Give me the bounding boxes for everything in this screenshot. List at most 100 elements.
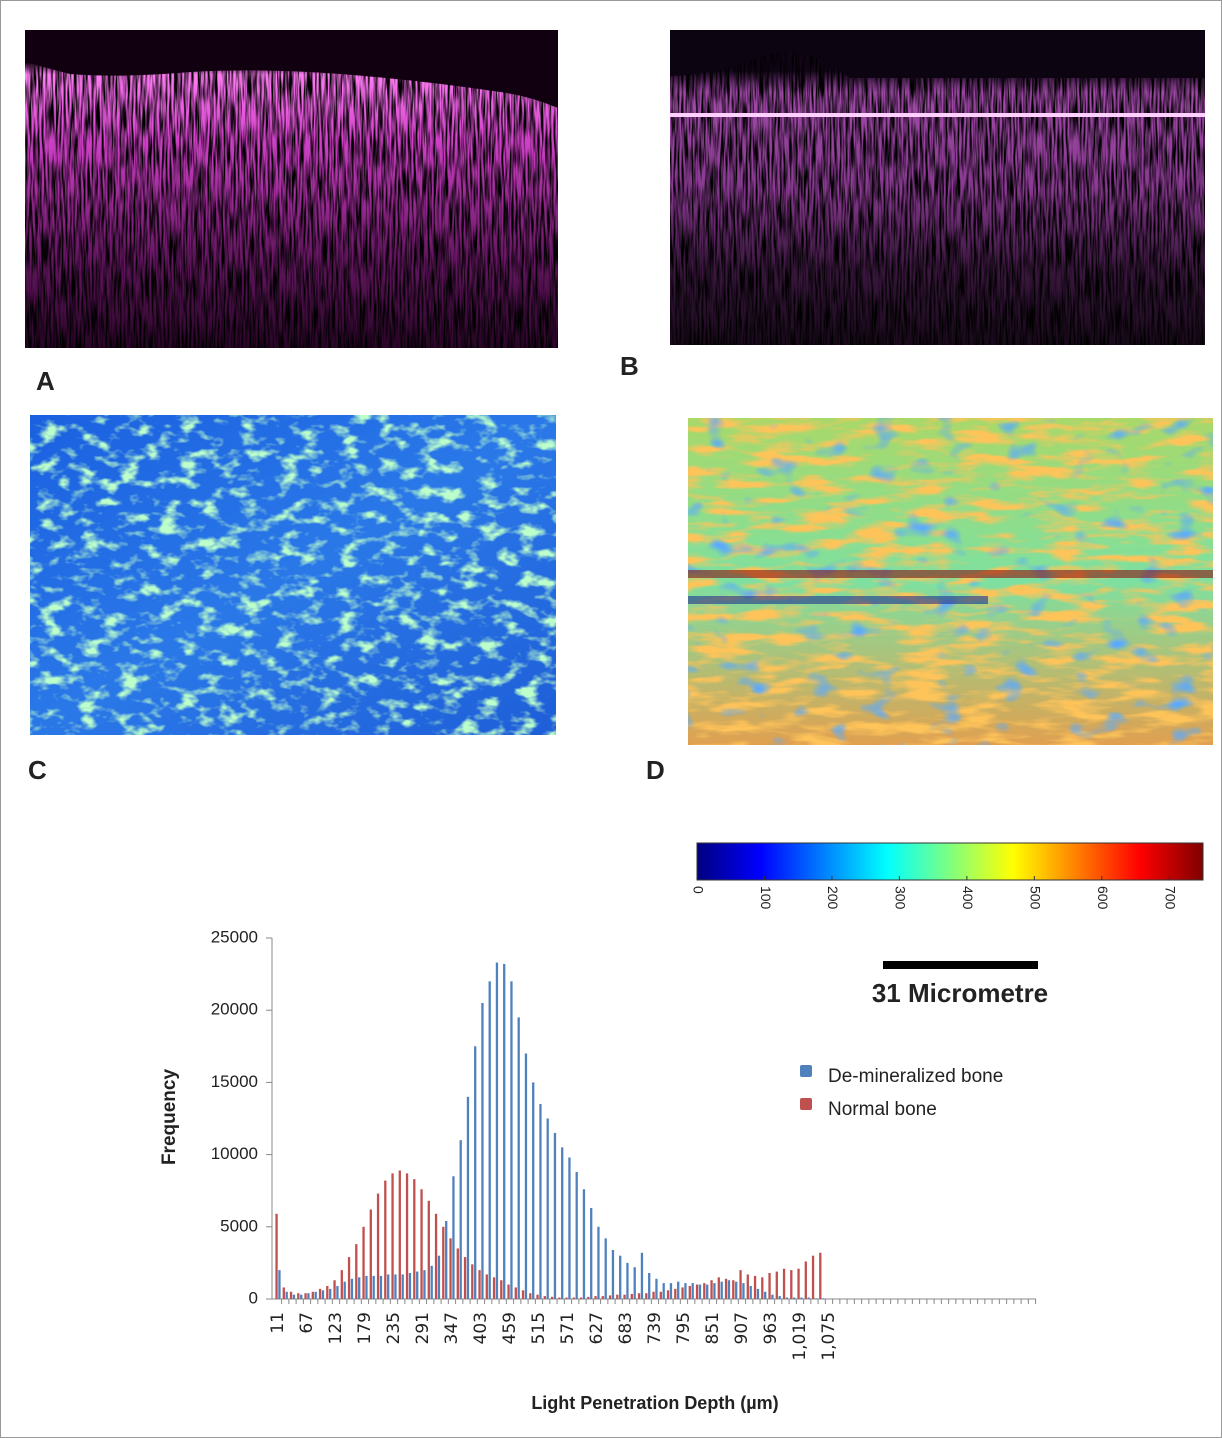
bar [572,1297,575,1299]
bar [669,1283,673,1299]
bar [739,1270,742,1299]
bar [384,1180,387,1299]
colorbar-tick-label: 500 [1028,886,1044,910]
bar [297,1293,300,1299]
legend-label: Normal bone [828,1099,937,1120]
x-axis-title: Light Penetration Depth (µm) [531,1393,778,1413]
colorbar-tick-label: 700 [1163,886,1179,910]
bar [500,1280,503,1299]
bar [445,1221,448,1299]
bar [474,1046,477,1299]
bar [732,1280,735,1299]
bar [640,1252,644,1299]
bar [347,1257,351,1299]
bar [550,1296,554,1299]
bar [517,1017,520,1299]
bar [608,1295,612,1299]
bar [376,1193,380,1299]
bar [394,1274,397,1299]
x-tick-label: 179 [355,1312,375,1344]
x-tick-label: 291 [413,1312,433,1344]
bar [524,1053,528,1299]
bar [582,1189,586,1299]
colorbar [696,842,1204,881]
bar [492,1277,496,1299]
bar [775,1271,778,1299]
bar [529,1293,532,1299]
bar [684,1283,687,1299]
bar [416,1271,419,1299]
x-tick-label: 67 [297,1312,317,1334]
x-tick-label: 851 [703,1312,723,1344]
bar [616,1294,619,1299]
bar [369,1209,372,1299]
bar [326,1286,329,1299]
panel-label: B [620,351,639,381]
bar [691,1283,694,1299]
bar [790,1270,793,1299]
x-tick-label: 739 [645,1312,665,1344]
bar [466,1096,470,1299]
bar [427,1200,430,1299]
bar [666,1290,670,1299]
x-tick-label: 571 [558,1312,578,1344]
bar [285,1291,288,1299]
bar [703,1283,706,1299]
bar [662,1283,665,1299]
bar [771,1294,774,1299]
bar [459,1140,462,1299]
bar [546,1118,549,1299]
bar [543,1296,546,1299]
bar [329,1288,332,1299]
bar [536,1294,539,1299]
legend-label: De-mineralized bone [828,1066,1003,1087]
bar [822,1298,825,1299]
panel-label: D [646,755,665,785]
colorbar-tick-label: 400 [960,886,976,910]
bar [405,1173,409,1299]
x-tick-label: 1,075 [819,1312,839,1361]
colorbar-tick-label: 0 [690,886,706,894]
bar [442,1226,445,1299]
bar [350,1278,354,1299]
image-d [688,418,1213,745]
bar [553,1132,557,1299]
bar [391,1173,394,1299]
bar [706,1284,709,1299]
x-tick-label: 403 [471,1312,491,1344]
bar [778,1296,781,1299]
bar [565,1297,568,1299]
image-b [670,30,1205,345]
x-tick-label: 907 [732,1312,752,1344]
bar [735,1281,738,1299]
bar [590,1208,593,1299]
y-tick-label: 0 [249,1288,258,1307]
bar [568,1157,571,1299]
bar [401,1274,404,1299]
bar [698,1284,702,1299]
bar [804,1261,807,1299]
bar [681,1287,684,1299]
bar [398,1170,401,1299]
bar [420,1189,423,1299]
colorbar-tick-label: 200 [825,886,841,910]
x-tick-label: 347 [442,1312,462,1344]
y-tick-label: 20000 [211,1000,258,1019]
bar [423,1270,426,1299]
bar [579,1297,583,1299]
bar [307,1293,310,1299]
bar [275,1213,278,1299]
bar [811,1255,815,1299]
bar [623,1294,626,1299]
bar [756,1288,760,1299]
bar [785,1297,789,1299]
bar [365,1275,368,1299]
x-tick-label: 627 [587,1312,607,1344]
bar [437,1255,441,1299]
colorbar-tick-label: 100 [758,886,774,910]
legend-swatch [800,1065,812,1077]
bar [677,1281,680,1299]
panel-label: C [28,755,47,785]
bar [619,1255,622,1299]
